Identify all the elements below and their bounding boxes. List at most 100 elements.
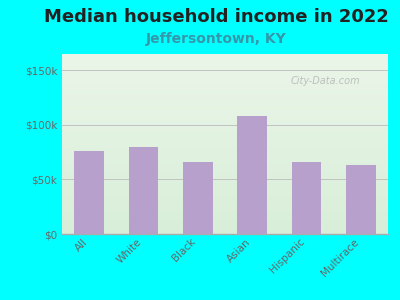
Bar bbox=[62, 142, 388, 144]
Bar bbox=[62, 58, 388, 59]
Bar bbox=[62, 162, 388, 164]
Bar bbox=[62, 77, 388, 79]
Bar bbox=[62, 160, 388, 162]
Bar bbox=[62, 137, 388, 139]
Bar bbox=[128, 147, 158, 234]
Bar bbox=[62, 140, 388, 142]
Bar bbox=[62, 220, 388, 221]
Bar bbox=[62, 103, 388, 104]
Bar bbox=[183, 162, 213, 234]
Bar bbox=[62, 85, 388, 86]
Bar bbox=[62, 187, 388, 189]
Bar bbox=[62, 86, 388, 88]
Bar bbox=[62, 95, 388, 97]
Bar bbox=[62, 205, 388, 207]
Bar bbox=[62, 70, 388, 72]
Bar bbox=[62, 119, 388, 121]
Bar bbox=[62, 83, 388, 85]
Bar bbox=[62, 61, 388, 63]
Bar bbox=[62, 178, 388, 180]
Bar bbox=[62, 94, 388, 95]
Bar bbox=[62, 101, 388, 103]
Bar bbox=[62, 203, 388, 205]
Bar bbox=[62, 112, 388, 113]
Bar bbox=[62, 232, 388, 234]
Bar bbox=[62, 117, 388, 119]
Bar bbox=[62, 194, 388, 196]
Bar bbox=[62, 59, 388, 61]
Bar bbox=[62, 88, 388, 90]
Bar bbox=[62, 63, 388, 65]
Bar bbox=[346, 165, 376, 234]
Bar bbox=[62, 54, 388, 56]
Bar bbox=[62, 184, 388, 185]
Bar bbox=[62, 115, 388, 117]
Bar bbox=[62, 128, 388, 130]
Bar bbox=[62, 139, 388, 140]
Text: Median household income in 2022: Median household income in 2022 bbox=[44, 8, 388, 26]
Bar bbox=[62, 72, 388, 74]
Bar bbox=[62, 209, 388, 211]
Bar bbox=[62, 131, 388, 133]
Bar bbox=[62, 200, 388, 202]
Bar bbox=[62, 135, 388, 137]
Text: Jeffersontown, KY: Jeffersontown, KY bbox=[146, 32, 286, 46]
Bar bbox=[62, 113, 388, 115]
Bar bbox=[62, 207, 388, 209]
Bar bbox=[62, 212, 388, 214]
Bar bbox=[62, 130, 388, 131]
Bar bbox=[62, 151, 388, 153]
Bar bbox=[62, 221, 388, 223]
Bar bbox=[62, 149, 388, 151]
Bar bbox=[62, 189, 388, 191]
Bar bbox=[62, 230, 388, 232]
Bar bbox=[74, 151, 104, 234]
Bar bbox=[62, 211, 388, 212]
Bar bbox=[62, 144, 388, 146]
Bar bbox=[62, 92, 388, 94]
Bar bbox=[62, 180, 388, 182]
Bar bbox=[62, 133, 388, 135]
Bar bbox=[62, 167, 388, 169]
Bar bbox=[62, 68, 388, 70]
Bar bbox=[62, 169, 388, 171]
Bar bbox=[62, 146, 388, 148]
Bar bbox=[62, 153, 388, 155]
Bar bbox=[62, 223, 388, 225]
Bar bbox=[62, 124, 388, 126]
Bar bbox=[62, 173, 388, 175]
Bar bbox=[62, 171, 388, 173]
Bar bbox=[62, 218, 388, 220]
Bar bbox=[62, 176, 388, 178]
Bar bbox=[62, 175, 388, 176]
Bar bbox=[62, 79, 388, 81]
Bar bbox=[62, 106, 388, 108]
Bar bbox=[62, 97, 388, 99]
Bar bbox=[62, 214, 388, 216]
Bar bbox=[62, 157, 388, 158]
Bar bbox=[292, 162, 322, 234]
Bar bbox=[62, 227, 388, 229]
Bar bbox=[62, 148, 388, 149]
Bar bbox=[62, 158, 388, 160]
Bar bbox=[62, 65, 388, 67]
Bar bbox=[62, 104, 388, 106]
Bar bbox=[62, 122, 388, 124]
Bar bbox=[62, 185, 388, 187]
Bar bbox=[62, 108, 388, 110]
Bar bbox=[62, 121, 388, 122]
Bar bbox=[62, 76, 388, 77]
Bar bbox=[62, 164, 388, 166]
Bar bbox=[62, 229, 388, 230]
Bar bbox=[62, 191, 388, 193]
Bar bbox=[62, 81, 388, 83]
Bar bbox=[62, 56, 388, 58]
Bar bbox=[62, 216, 388, 218]
Text: City-Data.com: City-Data.com bbox=[290, 76, 360, 85]
Bar bbox=[62, 155, 388, 157]
Bar bbox=[62, 74, 388, 76]
Bar bbox=[62, 90, 388, 92]
Bar bbox=[62, 110, 388, 112]
Bar bbox=[62, 198, 388, 200]
Bar bbox=[62, 196, 388, 198]
